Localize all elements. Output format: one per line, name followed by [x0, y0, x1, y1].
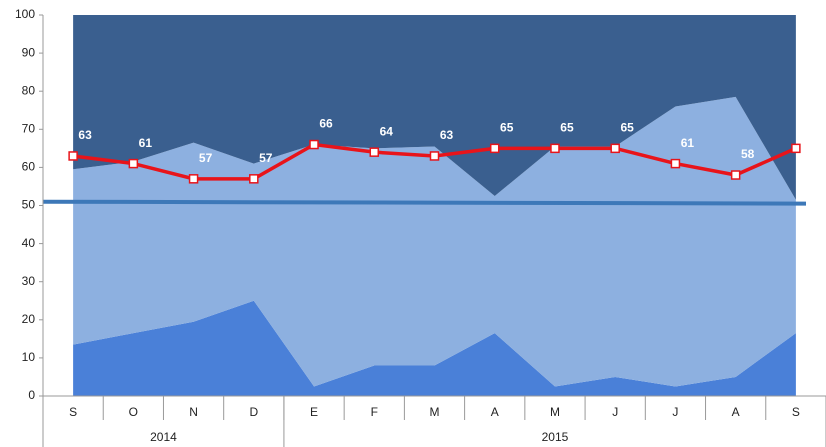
x-tick-label: S [792, 405, 800, 419]
y-tick-label: 50 [22, 198, 36, 212]
marker [128, 158, 139, 169]
marker [730, 170, 741, 180]
data-label: 65 [801, 121, 815, 135]
marker [68, 151, 78, 161]
marker [369, 147, 380, 157]
x-tick-label: A [732, 405, 740, 419]
y-tick-label: 40 [22, 236, 36, 250]
x-tick-label: A [491, 405, 499, 419]
data-label: 63 [78, 128, 92, 142]
data-label: 57 [259, 151, 273, 165]
y-tick-label: 10 [22, 350, 36, 364]
x-tick-label: S [69, 405, 77, 419]
y-tick-label: 60 [22, 160, 36, 174]
data-label: 65 [560, 121, 574, 135]
data-label: 65 [500, 121, 514, 135]
group-label: 2015 [542, 430, 569, 444]
data-label: 61 [681, 136, 695, 150]
y-tick-label: 70 [22, 121, 36, 135]
x-tick-label: J [672, 405, 678, 419]
y-tick-label: 90 [22, 45, 36, 59]
marker [429, 151, 440, 161]
data-label: 57 [199, 151, 213, 165]
marker [550, 143, 560, 154]
x-tick-label: D [249, 405, 258, 419]
y-tick-label: 0 [28, 388, 35, 402]
area [73, 300, 796, 396]
y-tick-label: 100 [15, 7, 35, 21]
data-label: 58 [741, 147, 755, 161]
marker [791, 143, 801, 154]
y-tick-label: 80 [22, 83, 36, 97]
y-tick-label: 20 [22, 312, 36, 326]
marker [188, 174, 199, 184]
x-tick-label: E [310, 405, 318, 419]
marker [670, 158, 681, 169]
x-tick-label: O [129, 405, 138, 419]
reference-line [42, 199, 807, 206]
data-label: 65 [621, 121, 635, 135]
x-tick-label: J [612, 405, 618, 419]
area [73, 15, 796, 200]
x-tick-label: M [430, 405, 440, 419]
x-tick-label: M [550, 405, 560, 419]
data-label: 61 [139, 136, 153, 150]
data-label: 66 [319, 117, 333, 131]
area [73, 96, 796, 387]
x-tick-label: F [371, 405, 378, 419]
x-tick-label: N [189, 405, 198, 419]
data-label: 63 [440, 128, 454, 142]
y-tick-label: 30 [22, 274, 36, 288]
marker [249, 174, 259, 184]
marker [309, 139, 319, 150]
group-label: 2014 [150, 430, 177, 444]
marker [610, 143, 620, 154]
data-label: 64 [380, 124, 394, 138]
marker [489, 143, 500, 154]
